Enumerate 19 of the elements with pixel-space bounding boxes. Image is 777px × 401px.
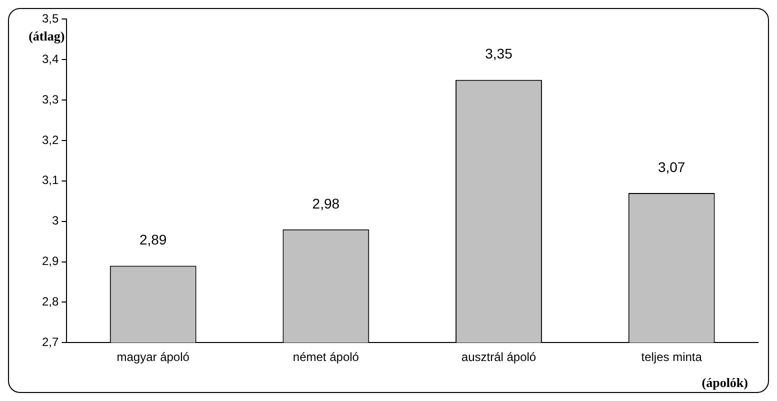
x-tick-label: német ápoló (292, 350, 360, 364)
y-tick-label: 2,7 (42, 334, 59, 349)
data-label: 3,07 (658, 158, 686, 175)
y-tick-label: 3,2 (42, 132, 59, 147)
y-tick-label: 2,9 (42, 254, 59, 268)
data-label: 2,89 (139, 232, 167, 248)
y-tick-label: 3,1 (42, 173, 59, 188)
y-axis-title: (átlag) (28, 28, 65, 44)
x-tick-label: ausztrál ápoló (461, 350, 536, 364)
x-axis-title: (ápolók) (702, 374, 748, 390)
y-tick-label: 3,4 (42, 52, 59, 66)
y-tick-label: 3,5 (42, 12, 59, 26)
data-label: 3,35 (485, 46, 513, 62)
y-tick-label: 3,3 (42, 92, 59, 106)
y-tick-label: 2,8 (42, 294, 59, 308)
x-tick-label: magyar ápoló (116, 350, 190, 364)
x-tick-label: teljes minta (641, 350, 702, 364)
y-tick-label: 3 (52, 214, 59, 228)
data-label: 2,98 (312, 195, 340, 212)
